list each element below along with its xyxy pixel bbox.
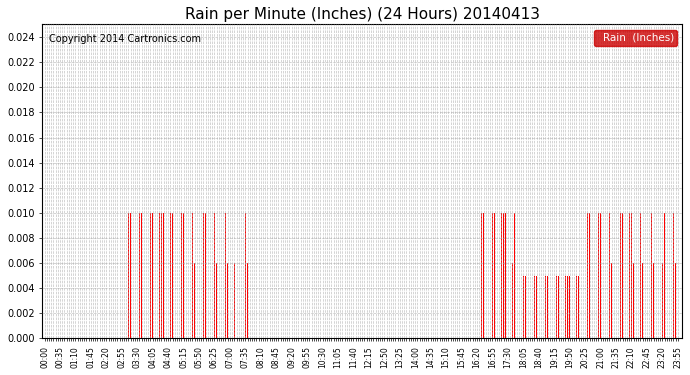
Legend: Rain  (Inches): Rain (Inches) [594,30,677,46]
Text: Copyright 2014 Cartronics.com: Copyright 2014 Cartronics.com [49,34,201,44]
Title: Rain per Minute (Inches) (24 Hours) 20140413: Rain per Minute (Inches) (24 Hours) 2014… [185,7,540,22]
